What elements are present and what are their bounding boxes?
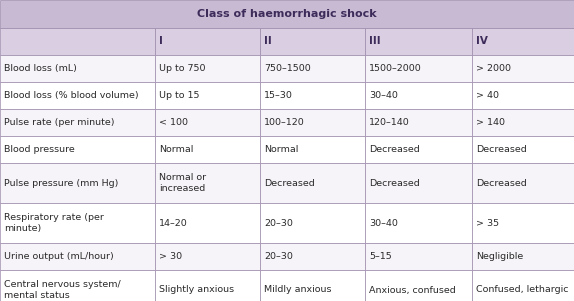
Text: 30–40: 30–40 [369,219,398,228]
Bar [260,55,365,82]
Text: Normal: Normal [159,145,193,154]
Text: < 100: < 100 [159,118,188,127]
Bar [365,109,472,136]
Bar [472,243,574,270]
Text: Pulse pressure (mm Hg): Pulse pressure (mm Hg) [4,178,118,188]
Bar [0,270,155,301]
Bar [365,243,472,270]
Text: Decreased: Decreased [264,178,315,188]
Text: 100–120: 100–120 [264,118,305,127]
Text: 120–140: 120–140 [369,118,410,127]
Bar [155,163,260,203]
Bar [260,109,365,136]
Text: Confused, lethargic: Confused, lethargic [476,286,568,294]
Text: > 140: > 140 [476,118,505,127]
Text: Normal: Normal [264,145,298,154]
Bar [0,203,155,243]
Text: Urine output (mL/hour): Urine output (mL/hour) [4,252,114,261]
Text: 5–15: 5–15 [369,252,391,261]
Bar [260,28,365,55]
Bar [260,82,365,109]
Text: IV: IV [476,36,488,46]
Text: Blood loss (% blood volume): Blood loss (% blood volume) [4,91,139,100]
Text: 14–20: 14–20 [159,219,188,228]
Text: Class of haemorrhagic shock: Class of haemorrhagic shock [197,9,377,19]
Text: > 30: > 30 [159,252,182,261]
Text: I: I [159,36,163,46]
Bar [155,82,260,109]
Bar [472,28,574,55]
Bar [155,270,260,301]
Text: Decreased: Decreased [369,178,420,188]
Text: 20–30: 20–30 [264,219,293,228]
Bar [472,82,574,109]
Text: Blood loss (mL): Blood loss (mL) [4,64,77,73]
Text: Up to 15: Up to 15 [159,91,200,100]
Bar [155,28,260,55]
Bar [472,55,574,82]
Text: Respiratory rate (per
minute): Respiratory rate (per minute) [4,213,104,233]
Text: Normal or
increased: Normal or increased [159,172,206,194]
Text: Mildly anxious: Mildly anxious [264,286,332,294]
Bar [365,136,472,163]
Text: Pulse rate (per minute): Pulse rate (per minute) [4,118,114,127]
Bar [155,55,260,82]
Bar [472,163,574,203]
Bar [472,203,574,243]
Text: 15–30: 15–30 [264,91,293,100]
Text: II: II [264,36,272,46]
Text: Decreased: Decreased [476,178,527,188]
Bar [260,136,365,163]
Text: III: III [369,36,381,46]
Bar [365,55,472,82]
Bar [0,55,155,82]
Bar [472,109,574,136]
Bar [260,270,365,301]
Bar [365,163,472,203]
Bar [0,109,155,136]
Bar [0,243,155,270]
Text: > 40: > 40 [476,91,499,100]
Text: Negligible: Negligible [476,252,523,261]
Bar [155,136,260,163]
Text: 20–30: 20–30 [264,252,293,261]
Bar [472,270,574,301]
Bar [260,163,365,203]
Bar [260,243,365,270]
Text: Blood pressure: Blood pressure [4,145,75,154]
Text: 30–40: 30–40 [369,91,398,100]
Bar [260,203,365,243]
Bar [0,28,155,55]
Bar [0,82,155,109]
Text: Anxious, confused: Anxious, confused [369,286,456,294]
Bar [0,163,155,203]
Text: Decreased: Decreased [369,145,420,154]
Text: Up to 750: Up to 750 [159,64,205,73]
Bar [472,136,574,163]
Text: 1500–2000: 1500–2000 [369,64,422,73]
Bar [0,136,155,163]
Text: Central nervous system/
mental status: Central nervous system/ mental status [4,280,121,300]
Bar [155,109,260,136]
Text: > 35: > 35 [476,219,499,228]
Bar [365,203,472,243]
Text: > 2000: > 2000 [476,64,511,73]
Text: Slightly anxious: Slightly anxious [159,286,234,294]
Text: 750–1500: 750–1500 [264,64,311,73]
Bar [365,82,472,109]
Bar [365,28,472,55]
Bar [365,270,472,301]
Bar [155,203,260,243]
Bar [155,243,260,270]
Bar [0,0,574,28]
Text: Decreased: Decreased [476,145,527,154]
